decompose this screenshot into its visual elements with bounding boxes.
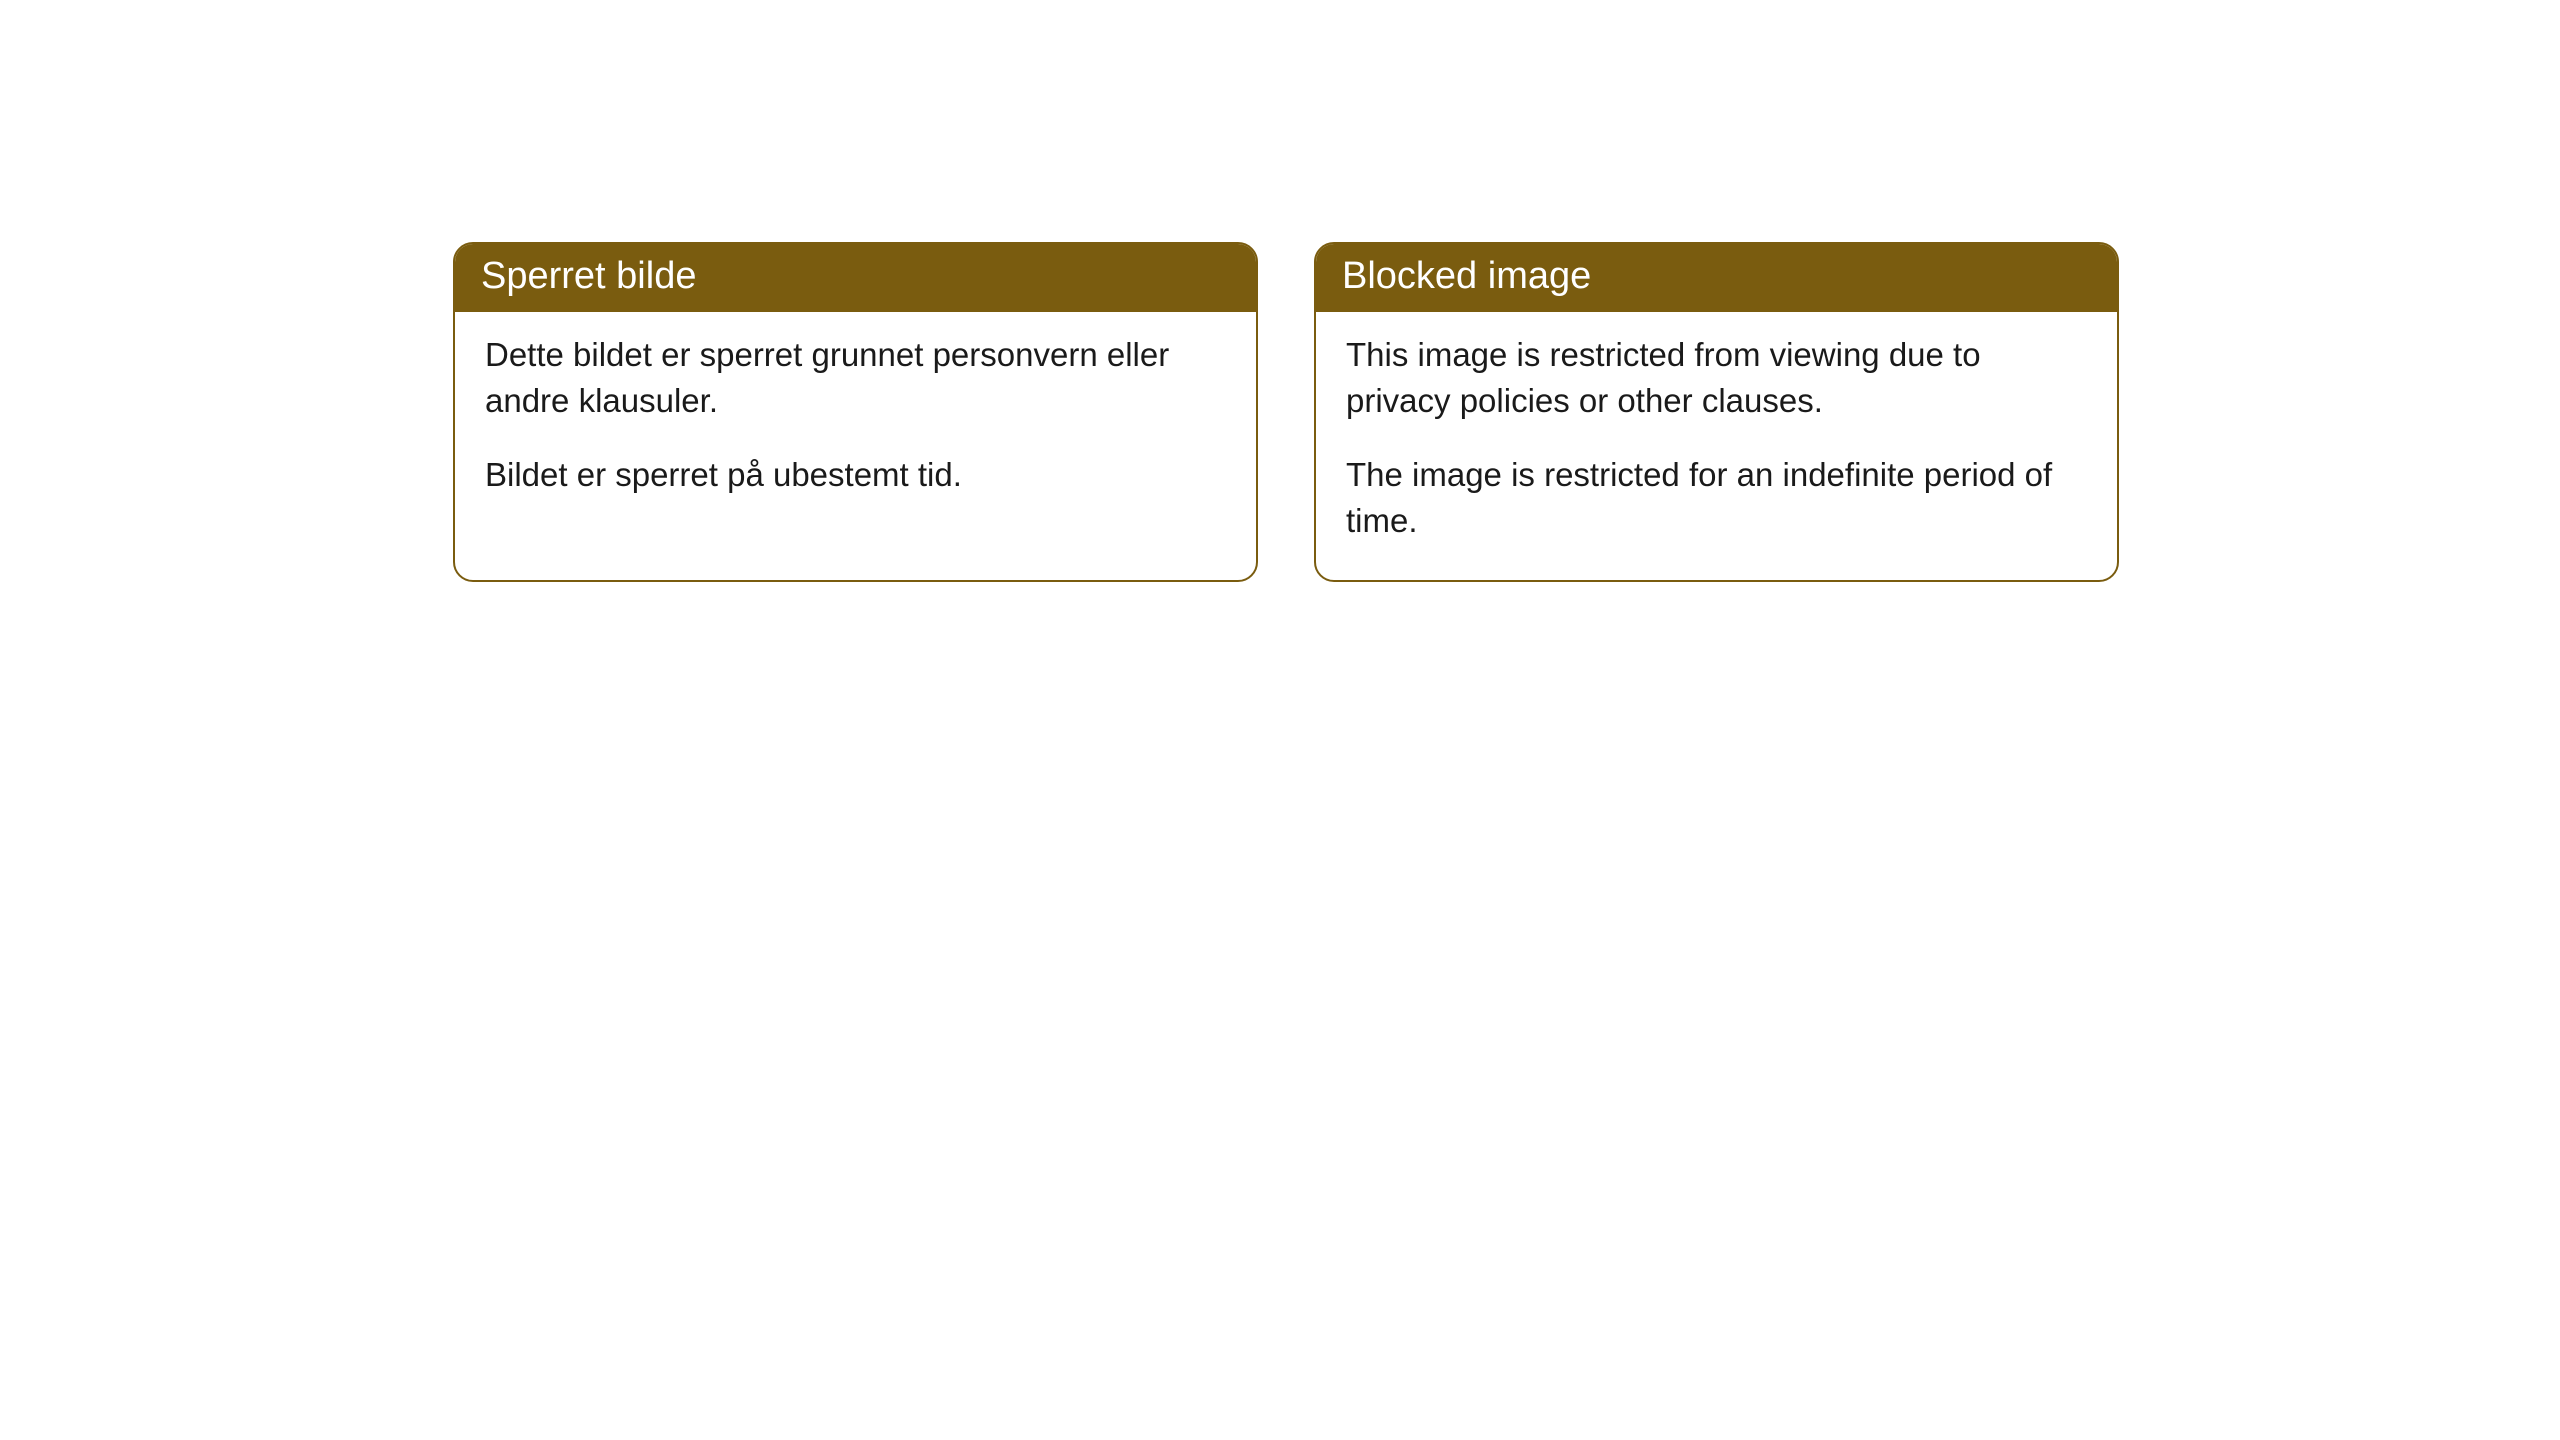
card-paragraph-2-en: The image is restricted for an indefinit… xyxy=(1346,452,2087,544)
card-paragraph-2-no: Bildet er sperret på ubestemt tid. xyxy=(485,452,1226,498)
blocked-image-card-no: Sperret bilde Dette bildet er sperret gr… xyxy=(453,242,1258,582)
cards-container: Sperret bilde Dette bildet er sperret gr… xyxy=(0,0,2560,582)
card-header-en: Blocked image xyxy=(1316,244,2117,312)
card-header-no: Sperret bilde xyxy=(455,244,1256,312)
card-paragraph-1-no: Dette bildet er sperret grunnet personve… xyxy=(485,332,1226,424)
card-body-no: Dette bildet er sperret grunnet personve… xyxy=(455,312,1256,535)
blocked-image-card-en: Blocked image This image is restricted f… xyxy=(1314,242,2119,582)
card-paragraph-1-en: This image is restricted from viewing du… xyxy=(1346,332,2087,424)
card-body-en: This image is restricted from viewing du… xyxy=(1316,312,2117,581)
